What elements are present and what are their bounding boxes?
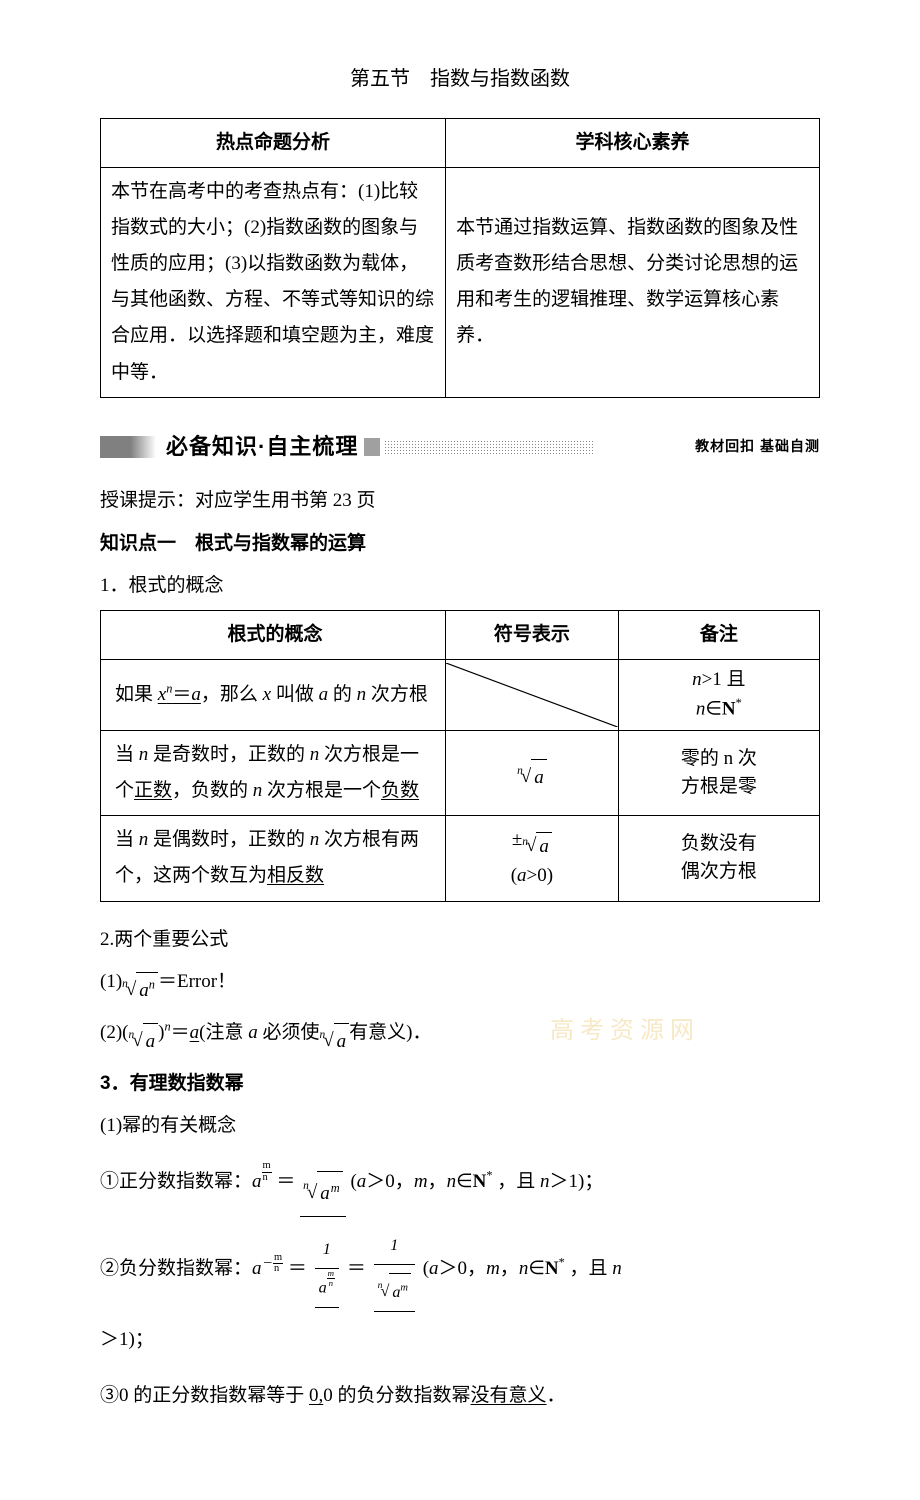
radical-n-an-icon: n√an [122,972,158,1009]
rt-r2c1: 当 n 是奇数时，正数的 n 次方根是一个正数，负数的 n 次方根是一个负数 [101,731,446,816]
frac-line1-a: ①正分数指数幂： [100,1171,252,1192]
diagonal-line-icon [446,663,618,727]
radical-n-a-icon: n√a [517,759,547,796]
small-block-icon [364,438,380,456]
zero-u1: 0, [309,1385,323,1406]
rt-h1: 根式的概念 [101,610,446,659]
page-title: 第五节 指数与指数函数 [100,60,820,98]
sub-3: 3．有理数指数幂 [100,1066,820,1102]
gradient-block-icon [100,436,156,458]
zero-exponent-line: ③0 的正分数指数幂等于 0,0 的负分数指数幂没有意义． [100,1378,820,1414]
rt-h3: 备注 [618,610,819,659]
sub-1: 1．根式的概念 [100,568,820,604]
rt-h2: 符号表示 [446,610,619,659]
intro-table: 热点命题分析 学科核心素养 本节在高考中的考查热点有：(1)比较指数式的大小；(… [100,118,820,398]
zero-b: 0 的负分数指数幂 [323,1385,470,1406]
section-title: 必备知识·自主梳理 [166,426,358,468]
intro-c1: 本节在高考中的考查热点有：(1)比较指数式的大小；(2)指数函数的图象与性质的应… [101,168,446,398]
radical-n-am-icon: n√am [303,1171,343,1216]
exp-neg-m-n-icon: －mn [263,1252,284,1276]
radical-n-a2-icon: n√a [128,1023,158,1060]
rt-r2c1-u1: 正数 [134,780,172,801]
intro-h1: 热点命题分析 [101,119,446,168]
rt-r3c3: 负数没有 偶次方根 [618,816,819,901]
formula-2-u: a [190,1022,200,1043]
rt-r2c3b: 方根是零 [681,776,757,797]
rt-r3c3b: 偶次方根 [681,861,757,882]
rt-r3c1: 当 n 是偶数时，正数的 n 次方根有两个，这两个数互为相反数 [101,816,446,901]
knowledge-point-1: 知识点一 根式与指数幂的运算 [100,526,820,562]
rt-r3c2: ± n√a (a>0) [446,816,619,901]
section-header: 必备知识·自主梳理 教材回扣 基础自测 [100,426,820,468]
sub-2: 2.两个重要公式 [100,922,820,958]
rt-r2c2: n√a [446,731,619,816]
hint-line: 授课提示：对应学生用书第 23 页 [100,483,820,519]
frac-line-1: ①正分数指数幂：amn ＝ n√am (a＞0，m，n∈N* ，且 n＞1)； [100,1160,820,1217]
rt-r3c1-u: 相反数 [267,865,324,886]
frac-line-2: ②负分数指数幂：a－mn ＝ 1 amn ＝ 1 n√am (a＞0，m，n∈N… [100,1227,820,1312]
radical-pm-n-a-icon: n√a [522,832,552,862]
rt-r2c3: 零的 n 次 方根是零 [618,731,819,816]
formula-1: (1) n√an ＝Error！ [100,964,820,1009]
section-right-note: 教材回扣 基础自测 [695,433,820,460]
rt-r1c1: 如果 xn＝a，那么 x 叫做 a 的 n 次方根 [101,659,446,730]
rt-r3c3a: 负数没有 [681,833,757,854]
intro-h2: 学科核心素养 [446,119,820,168]
rt-r1c3: n>1 且 n∈N* [618,659,819,730]
dots-band-icon [384,440,594,454]
intro-c2: 本节通过指数运算、指数函数的图象及性质考查数形结合思想、分类讨论思想的运用和考生… [446,168,820,398]
rt-r1c2-diag [446,659,619,730]
rt-r2c3a: 零的 n 次 [681,748,757,769]
frac-line2-a: ②负分数指数幂： [100,1258,252,1279]
sub-3-label: 3．有理数指数幂 [100,1073,244,1094]
zero-c: ． [547,1385,566,1406]
underline-frac-1: n√am [300,1162,346,1217]
rt-r2c1-u2: 负数 [381,780,419,801]
watermark-text: 高考资源网 [550,1009,700,1055]
fractional-exponent-block: ①正分数指数幂：amn ＝ n√am (a＞0，m，n∈N* ，且 n＞1)； … [100,1150,820,1372]
sub-3-1: (1)幂的有关概念 [100,1108,820,1144]
root-table: 根式的概念 符号表示 备注 如果 xn＝a，那么 x 叫做 a 的 n 次方根 … [100,610,820,902]
radical-n-a3-icon: n√a [319,1023,349,1060]
formula-2: (2)( n√a )n＝a(注意 a 必须使 n√a 有意义)． 高考资源网 [100,1015,820,1060]
rt-r1c1-post: ，那么 x 叫做 a 的 n 次方根 [201,684,428,705]
frac-line-3: ＞1)； [100,1318,820,1362]
frac-1-over-amn-icon: 1 amn [315,1231,340,1308]
zero-a: ③0 的正分数指数幂等于 [100,1385,309,1406]
zero-u2: 没有意义 [471,1385,547,1406]
formula-1-post: ＝Error！ [158,971,236,992]
frac-1-over-root-icon: 1 n√am [374,1227,415,1312]
exp-m-n-icon: mn [262,1161,272,1183]
rt-r1c1-pre: 如果 [115,684,158,705]
